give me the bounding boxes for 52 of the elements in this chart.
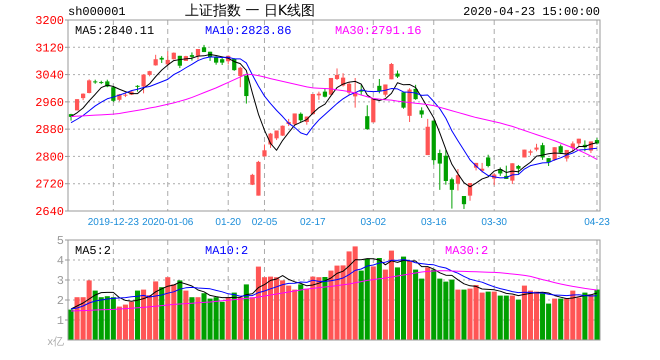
bar — [226, 297, 231, 340]
y-tick-label: 1 — [56, 314, 64, 328]
bar — [582, 292, 588, 340]
text: MA10:2 — [205, 244, 248, 258]
bar — [455, 290, 460, 340]
text: MA30:2791.16 — [335, 24, 422, 38]
bar — [183, 290, 188, 340]
bar — [407, 260, 412, 340]
bar — [594, 290, 600, 340]
y-tick-label: 3 — [56, 274, 64, 288]
text: MA5:2840.11 — [75, 24, 154, 38]
bar — [244, 284, 249, 340]
y-tick-label: 2 — [56, 294, 64, 308]
bar — [322, 277, 328, 340]
line-series — [70, 270, 598, 312]
bar — [486, 292, 491, 340]
bar — [558, 298, 564, 340]
bar — [232, 292, 237, 340]
y-tick-label: 2720 — [35, 178, 64, 192]
y-tick-label: 3040 — [35, 68, 64, 83]
series-label: MA10:2823.86 — [205, 24, 292, 38]
y-tick-label: 2800 — [35, 150, 64, 164]
bar — [492, 292, 497, 340]
y-tick-label: 4 — [56, 254, 64, 268]
y-tick-label: 2880 — [35, 123, 64, 138]
series-label: MA30:2 — [445, 244, 488, 258]
y-tick-label: 2960 — [35, 96, 64, 110]
bar — [238, 297, 243, 340]
bar — [552, 298, 558, 340]
chart-title: 上证指数 一 日K线图 — [184, 3, 316, 19]
bar — [159, 287, 164, 340]
text: 2020-04-23 15:00:00 — [463, 5, 600, 19]
bar — [298, 284, 304, 340]
y-axis-title: x亿 — [48, 336, 64, 348]
y-tick-label: 2640 — [35, 205, 64, 219]
bar — [68, 310, 74, 340]
bar — [516, 300, 521, 340]
bar — [134, 290, 140, 340]
bar — [425, 267, 430, 340]
text: MA5:2 — [75, 244, 112, 258]
y-tick-label: 3200 — [35, 14, 64, 28]
bar — [370, 266, 376, 340]
y-tick-label: 5 — [56, 234, 64, 248]
bar — [588, 294, 594, 340]
bar — [510, 296, 515, 340]
bar — [177, 280, 182, 340]
bar — [189, 297, 194, 340]
bar — [461, 290, 467, 340]
text: sh000001 — [68, 5, 126, 19]
y-tick-label: 3120 — [35, 41, 64, 56]
bar — [376, 258, 382, 340]
bar — [195, 297, 201, 340]
